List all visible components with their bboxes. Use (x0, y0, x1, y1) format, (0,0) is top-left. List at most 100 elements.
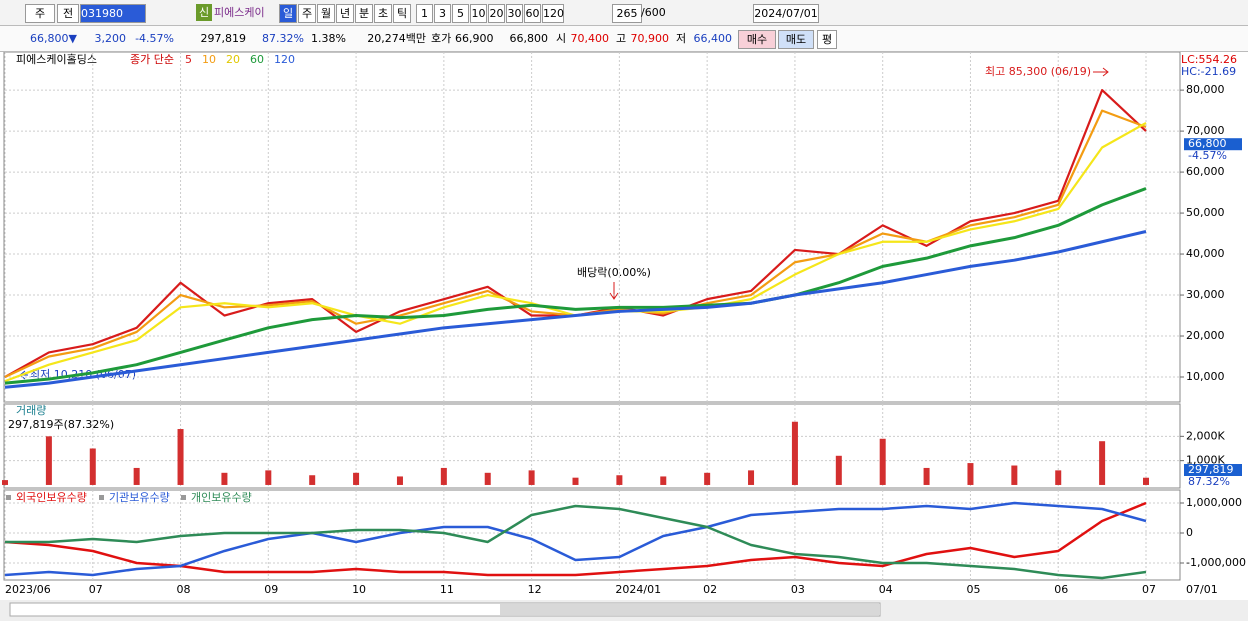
x-tick-label: 09 (264, 583, 278, 596)
date-input[interactable]: 2024/07/01 (753, 4, 819, 23)
volume-bar (265, 470, 272, 485)
volume-bar (791, 421, 798, 485)
toolbar-button[interactable]: 20 (488, 4, 505, 23)
change: 3,200 (94, 32, 127, 45)
legend-entry: 10 (202, 53, 216, 66)
high-label: 고 (616, 32, 627, 45)
volume-bar (660, 476, 667, 485)
price: 66,800▼ (30, 32, 77, 45)
change-pct: -4.57% (135, 32, 174, 45)
volume-bar (309, 475, 316, 485)
toolbar-button[interactable]: 년 (336, 4, 354, 23)
y-tick-label: 1,000,000 (1186, 496, 1242, 509)
amount: 20,274백만 (367, 32, 426, 45)
volume-bar (177, 429, 184, 485)
y-tick-label: 20,000 (1186, 329, 1225, 342)
toolbar-button[interactable]: 60 (524, 4, 541, 23)
x-tick-label: 2023/06 (5, 583, 51, 596)
y-tick-label: 10,000 (1186, 370, 1225, 383)
x-tick-label: 10 (352, 583, 366, 596)
y-tick-label: -1,000,000 (1186, 556, 1246, 569)
count-max: /600 (641, 6, 666, 19)
code-input[interactable]: 031980 (80, 4, 146, 23)
last-change: -4.57% (1188, 149, 1227, 162)
open-label: 시 (556, 32, 567, 45)
chart-bg (0, 50, 1248, 621)
x-tick-label: 07 (89, 583, 103, 596)
volume-bar (1099, 441, 1106, 485)
quote-label: 호가 (431, 32, 452, 45)
volume-bar (528, 470, 535, 485)
volume-last: 297,819 (1188, 463, 1234, 476)
x-tick-label: 05 (966, 583, 980, 596)
volume-pct: 87.32% (1188, 475, 1230, 488)
avg-button[interactable]: 평 (817, 30, 837, 49)
hc-label: HC:-21.69 (1181, 65, 1236, 78)
low-label: 저 (676, 32, 687, 45)
volume-bar (221, 472, 228, 485)
badge: 신 (196, 4, 212, 21)
legend-entry: 20 (226, 53, 240, 66)
last-price-box (1184, 138, 1242, 151)
x-tick-label: 12 (528, 583, 542, 596)
high: 70,900 (630, 32, 670, 45)
sell-button[interactable]: 매도 (778, 30, 814, 49)
volume-last-box (1184, 464, 1242, 476)
volume-bar (89, 448, 96, 485)
legend-entry: 개인보유수량 (191, 491, 252, 504)
legend-swatch (99, 495, 104, 500)
toolbar-button[interactable]: 틱 (393, 4, 411, 23)
count[interactable]: 265 (612, 4, 642, 23)
ask: 66,900 (455, 32, 494, 45)
toolbar-button[interactable]: 초 (374, 4, 392, 23)
x-tick-label: 08 (177, 583, 191, 596)
toolbar-button[interactable]: 1 (416, 4, 433, 23)
x-end-label: 07/01 (1186, 583, 1218, 596)
volume-bar (2, 480, 8, 485)
legend-entry: 외국인보유수량 (16, 491, 87, 504)
lc-label: LC:554.26 (1181, 53, 1237, 66)
x-tick-label: 02 (703, 583, 717, 596)
volume-bar (396, 476, 403, 485)
volume-bar (484, 472, 491, 485)
toolbar-button[interactable]: 주 (298, 4, 316, 23)
x-tick-label: 03 (791, 583, 805, 596)
volume-bar (1011, 465, 1018, 485)
legend-entry: 기관보유수량 (109, 491, 170, 504)
chart-title: 피에스케이홀딩스 (16, 53, 97, 66)
y-tick-label: 0 (1186, 526, 1193, 539)
series-line (4, 187, 1147, 385)
toolbar-button[interactable]: 월 (317, 4, 335, 23)
toolbar-button[interactable]: 120 (542, 4, 564, 23)
series-line (4, 501, 1147, 577)
scroll-thumb[interactable] (500, 604, 880, 615)
toolbar-button[interactable]: 일 (279, 4, 297, 23)
toolbar-button[interactable]: 분 (355, 4, 373, 23)
toolbar: 주 전 031980 신 피에스케이 265 /600 2024/07/01 일… (0, 0, 1248, 26)
toolbar-button[interactable]: 10 (470, 4, 487, 23)
y-tick-label: 60,000 (1186, 165, 1225, 178)
volume-bar (572, 477, 579, 485)
prev[interactable]: 전 (57, 4, 79, 23)
series-line (4, 230, 1147, 389)
y-tick-label: 2,000K (1186, 429, 1225, 442)
buy-button[interactable]: 매수 (738, 30, 776, 49)
market[interactable]: 주 (25, 4, 55, 23)
volume-pct: 87.32% (262, 32, 304, 45)
y-tick-label: 50,000 (1186, 206, 1225, 219)
toolbar-button[interactable]: 5 (452, 4, 469, 23)
y-tick-label: 30,000 (1186, 288, 1225, 301)
arrow (1093, 67, 1109, 77)
volume-bar (835, 455, 842, 485)
y-tick-label: 70,000 (1186, 124, 1225, 137)
legend-swatch (6, 495, 11, 500)
volume-bar (440, 467, 447, 485)
volume-title: 거래량 (16, 404, 46, 417)
toolbar-button[interactable]: 3 (434, 4, 451, 23)
volume-bar (616, 475, 623, 485)
y-tick-label: 80,000 (1186, 83, 1225, 96)
toolbar-button[interactable]: 30 (506, 4, 523, 23)
legend-entry: 120 (274, 53, 295, 66)
